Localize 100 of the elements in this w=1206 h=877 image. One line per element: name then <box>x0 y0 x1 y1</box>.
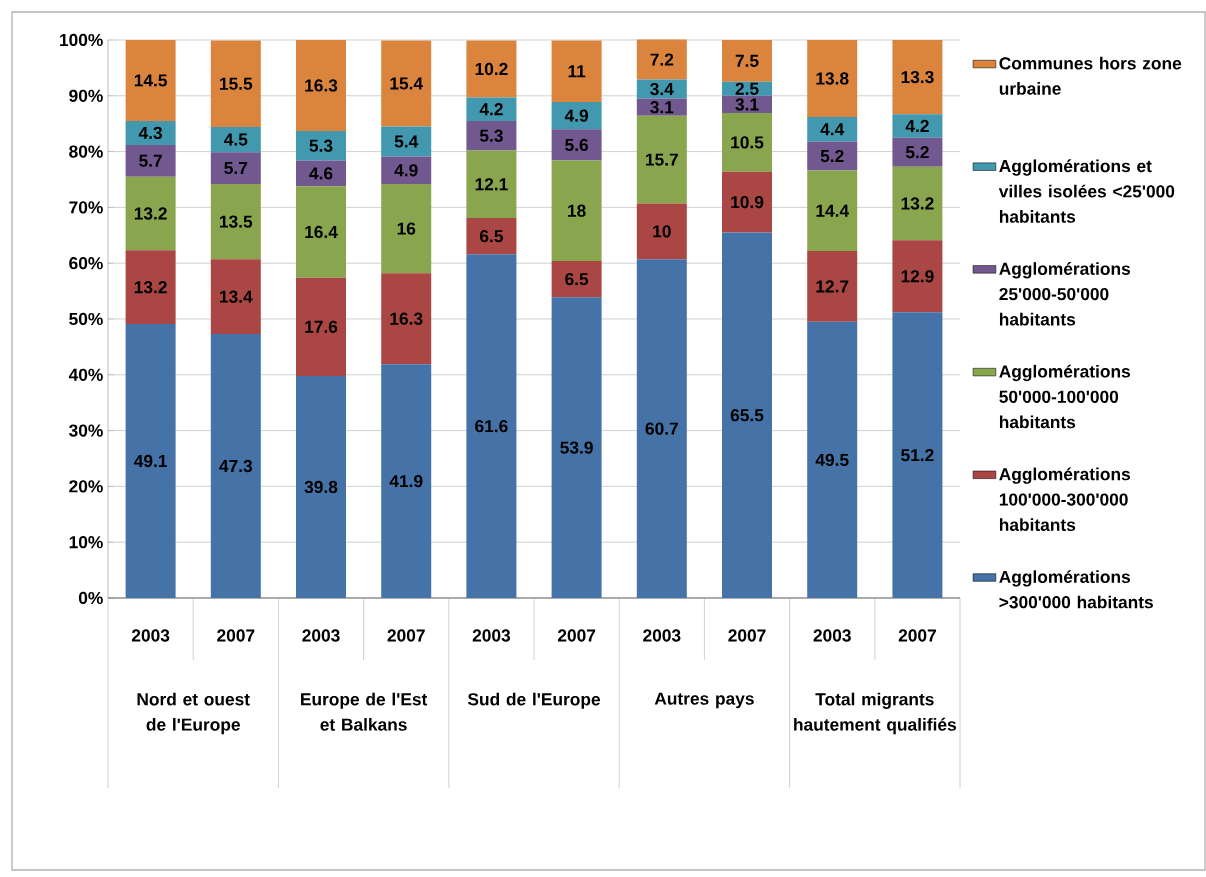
bar <box>125 39 176 121</box>
data-label: 6.5 <box>565 272 589 286</box>
data-label: 12.1 <box>475 178 508 191</box>
data-label: 49.5 <box>815 453 849 467</box>
x-tick-label: 2003 <box>643 629 681 642</box>
data-label: 13.2 <box>134 207 167 220</box>
bar <box>466 150 517 218</box>
y-tick-label: 50% <box>69 312 103 326</box>
bar <box>381 40 432 127</box>
legend-label: Agglomérations 25'000-50'000 habitants <box>999 262 1130 326</box>
bar <box>381 364 432 598</box>
y-tick-label: 0% <box>78 591 103 605</box>
data-label: 10.5 <box>731 136 764 149</box>
data-label: 7.5 <box>735 54 759 67</box>
x-tick-label: 2007 <box>217 629 255 642</box>
bar <box>381 183 432 274</box>
text: Sud de l'Europe <box>467 692 601 709</box>
bar <box>807 141 858 171</box>
bar <box>892 137 943 167</box>
bar <box>210 183 261 260</box>
data-label: 5.2 <box>905 146 929 159</box>
data-label: 4.9 <box>394 164 418 177</box>
data-label: 41.9 <box>389 474 423 488</box>
bar <box>636 39 687 80</box>
data-label: 16.3 <box>305 79 338 92</box>
bar <box>551 297 602 598</box>
data-label: 4.5 <box>224 133 248 146</box>
y-tick-label: 80% <box>69 145 103 158</box>
data-label: 4.3 <box>138 126 163 140</box>
data-label: 3.1 <box>735 98 759 111</box>
bar <box>125 176 176 251</box>
bar <box>551 260 602 298</box>
data-label: 16 <box>397 222 416 235</box>
data-label: 60.7 <box>645 422 678 435</box>
bar <box>210 127 261 153</box>
bar <box>892 39 943 115</box>
data-label: 10.2 <box>475 62 508 76</box>
data-label: 5.3 <box>479 129 503 142</box>
data-label: 16.3 <box>390 312 423 325</box>
data-label: 4.4 <box>820 123 845 136</box>
data-label: 2.5 <box>735 82 759 95</box>
y-tick-label: 10% <box>69 536 103 549</box>
bar <box>296 277 347 376</box>
data-label: 4.2 <box>479 103 503 116</box>
bar <box>807 170 858 251</box>
bar <box>466 40 517 98</box>
data-label: 4.6 <box>309 167 333 180</box>
data-label: 5.7 <box>224 162 248 175</box>
text: Total migrants hautement qualifiés <box>794 692 956 735</box>
x-tick-label: 2003 <box>131 629 170 642</box>
data-label: 65.5 <box>730 409 764 422</box>
bar <box>892 240 943 313</box>
bar <box>210 40 261 128</box>
y-tick-label: 40% <box>68 368 103 381</box>
data-label: 13.5 <box>220 215 253 228</box>
bar <box>466 97 517 121</box>
data-label: 15.7 <box>646 153 678 166</box>
data-label: 39.8 <box>304 480 338 494</box>
y-tick-label: 90% <box>69 89 103 102</box>
x-tick-label: 2003 <box>472 629 511 642</box>
data-label: 10 <box>653 225 671 238</box>
data-label: 47.3 <box>219 459 253 473</box>
data-label: 15.5 <box>220 77 253 90</box>
y-tick-label: 70% <box>69 201 103 214</box>
bar <box>722 232 773 598</box>
text: Autres pays <box>654 692 754 709</box>
bar <box>722 113 773 172</box>
bar <box>466 254 517 598</box>
data-label: 13.2 <box>901 197 934 210</box>
data-label: 3.4 <box>650 82 674 96</box>
data-label: 4.2 <box>905 119 929 132</box>
bar <box>466 120 517 151</box>
bar <box>381 126 432 157</box>
bar <box>807 39 858 117</box>
bar <box>892 312 943 598</box>
bar <box>636 203 687 260</box>
data-label: 5.4 <box>394 135 419 148</box>
data-label: 13.3 <box>901 70 934 84</box>
bar <box>551 129 602 161</box>
data-label: 5.6 <box>565 138 589 152</box>
data-label: 53.9 <box>560 441 593 454</box>
bar <box>210 259 261 335</box>
legend-label: Agglomérations 100'000-300'000 habitants <box>999 467 1130 531</box>
data-label: 18 <box>568 204 586 217</box>
y-tick-label: 20% <box>69 480 103 493</box>
bar <box>722 39 773 82</box>
legend-label: Agglomérations >300'000 habitants <box>999 570 1153 609</box>
bar <box>636 259 687 598</box>
data-label: 10.9 <box>731 195 764 209</box>
bar <box>296 130 347 161</box>
x-tick-label: 2003 <box>813 629 851 642</box>
data-label: 12.9 <box>901 270 934 283</box>
legend-label: Agglomérations 50'000-100'000 habitants <box>999 364 1130 429</box>
bar <box>892 166 943 241</box>
bar <box>381 273 432 365</box>
bar <box>125 250 176 325</box>
data-label: 5.7 <box>139 154 162 167</box>
bar <box>466 217 517 255</box>
x-tick-label: 2003 <box>302 629 340 642</box>
data-label: 17.6 <box>305 320 338 333</box>
